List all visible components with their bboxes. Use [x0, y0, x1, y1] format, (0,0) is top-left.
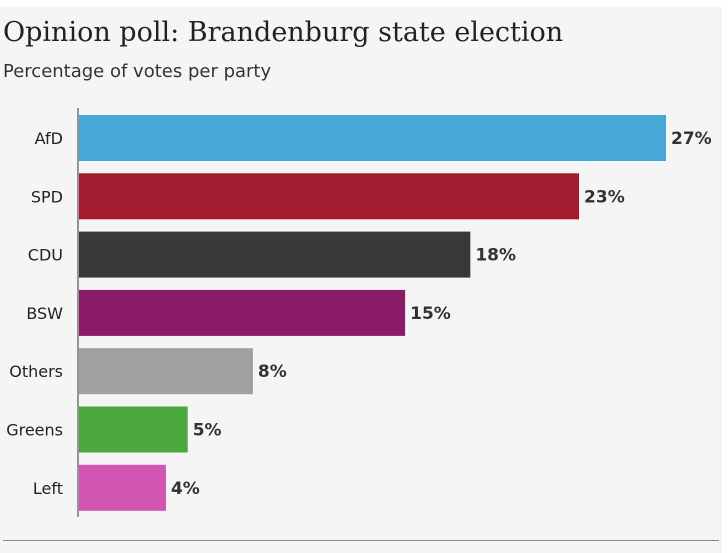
- bar-cdu: [79, 231, 471, 278]
- bar-chart: AfD 27% SPD 23% CDU 18% BSW 15% Others 8% Greens 5%…: [6, 108, 712, 517]
- bar-greens: [79, 406, 188, 453]
- bar-others: [79, 348, 253, 395]
- value-label-afd: 27%: [671, 129, 712, 149]
- chart-title: Opinion poll: Brandenburg state election: [3, 17, 564, 48]
- bar-left: [79, 464, 166, 511]
- value-label-left: 4%: [171, 479, 200, 499]
- chart-panel: Opinion poll: Brandenburg state election…: [0, 7, 722, 553]
- bar-bsw: [79, 289, 406, 336]
- category-label-greens: Greens: [6, 421, 63, 440]
- category-label-left: Left: [33, 479, 63, 498]
- category-label-afd: AfD: [35, 129, 63, 148]
- chart-subtitle: Percentage of votes per party: [3, 61, 272, 82]
- value-label-bsw: 15%: [410, 304, 451, 324]
- value-label-spd: 23%: [584, 187, 625, 207]
- value-label-greens: 5%: [193, 421, 222, 441]
- category-label-spd: SPD: [31, 187, 63, 206]
- value-label-cdu: 18%: [475, 246, 516, 266]
- bottom-divider: [3, 540, 719, 541]
- category-label-bsw: BSW: [26, 304, 63, 323]
- bar-afd: [79, 115, 666, 161]
- category-label-cdu: CDU: [28, 246, 63, 265]
- category-label-others: Others: [9, 362, 63, 381]
- value-label-others: 8%: [258, 362, 287, 382]
- bar-spd: [79, 173, 580, 220]
